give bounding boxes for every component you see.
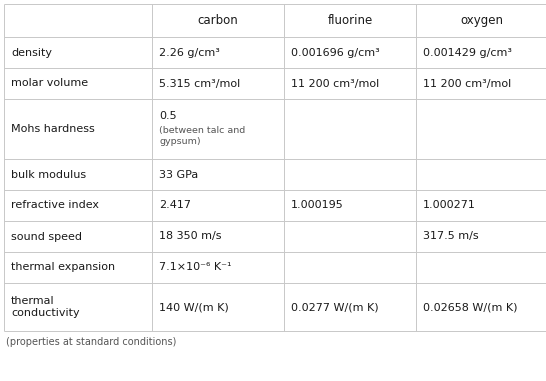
Text: 1.000195: 1.000195 (291, 200, 344, 210)
Text: density: density (11, 48, 52, 58)
Text: oxygen: oxygen (460, 14, 503, 27)
Text: 33 GPa: 33 GPa (159, 170, 198, 179)
Text: 2.26 g/cm³: 2.26 g/cm³ (159, 48, 220, 58)
Text: 2.417: 2.417 (159, 200, 191, 210)
Text: 0.001696 g/cm³: 0.001696 g/cm³ (291, 48, 380, 58)
Text: refractive index: refractive index (11, 200, 99, 210)
Text: 5.315 cm³/mol: 5.315 cm³/mol (159, 78, 240, 88)
Text: 0.001429 g/cm³: 0.001429 g/cm³ (423, 48, 512, 58)
Text: Mohs hardness: Mohs hardness (11, 124, 95, 134)
Text: 7.1×10⁻⁶ K⁻¹: 7.1×10⁻⁶ K⁻¹ (159, 263, 232, 272)
Text: (between talc and
gypsum): (between talc and gypsum) (159, 126, 245, 146)
Text: 0.0277 W/(m K): 0.0277 W/(m K) (291, 302, 378, 312)
Text: 0.5: 0.5 (159, 111, 176, 121)
Text: fluorine: fluorine (328, 14, 372, 27)
Text: sound speed: sound speed (11, 232, 82, 242)
Text: 317.5 m/s: 317.5 m/s (423, 232, 479, 242)
Text: bulk modulus: bulk modulus (11, 170, 86, 179)
Text: 18 350 m/s: 18 350 m/s (159, 232, 222, 242)
Text: 11 200 cm³/mol: 11 200 cm³/mol (291, 78, 379, 88)
Text: carbon: carbon (198, 14, 239, 27)
Text: 140 W/(m K): 140 W/(m K) (159, 302, 229, 312)
Text: molar volume: molar volume (11, 78, 88, 88)
Text: 0.02658 W/(m K): 0.02658 W/(m K) (423, 302, 518, 312)
Text: 11 200 cm³/mol: 11 200 cm³/mol (423, 78, 511, 88)
Text: (properties at standard conditions): (properties at standard conditions) (6, 337, 176, 347)
Text: 1.000271: 1.000271 (423, 200, 476, 210)
Text: thermal expansion: thermal expansion (11, 263, 115, 272)
Text: thermal
conductivity: thermal conductivity (11, 296, 80, 318)
